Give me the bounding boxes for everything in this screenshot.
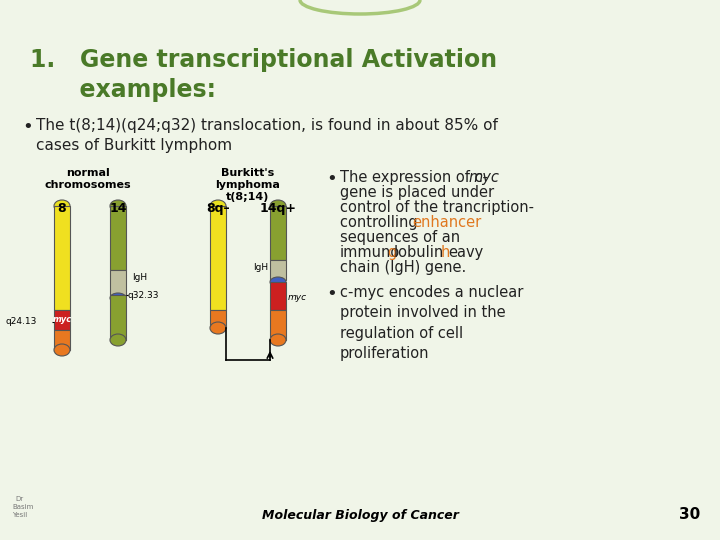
Text: •: • (326, 170, 337, 188)
Ellipse shape (270, 200, 286, 212)
Ellipse shape (110, 334, 126, 346)
Text: eavy: eavy (448, 245, 483, 260)
Bar (270, 260, 286, 280)
Bar (210, 310, 226, 328)
Text: 8: 8 (58, 202, 66, 215)
Text: h: h (441, 245, 451, 260)
Text: Yesil: Yesil (12, 512, 27, 518)
Ellipse shape (210, 322, 226, 334)
Text: 8q–: 8q– (206, 202, 230, 215)
Text: lobulin: lobulin (394, 245, 448, 260)
Text: immuno: immuno (340, 245, 400, 260)
Text: •: • (326, 285, 337, 303)
Text: myc: myc (53, 315, 71, 325)
Bar (270, 310, 286, 340)
Text: 14q+: 14q+ (259, 202, 297, 215)
Bar (54, 310, 70, 330)
Ellipse shape (270, 334, 286, 346)
FancyBboxPatch shape (0, 0, 720, 540)
Bar (54, 330, 70, 350)
Text: control of the trancription-: control of the trancription- (340, 200, 534, 215)
Text: The t(8;14)(q24;q32) translocation, is found in about 85% of
cases of Burkitt ly: The t(8;14)(q24;q32) translocation, is f… (36, 118, 498, 153)
Text: normal
chromosomes: normal chromosomes (45, 168, 131, 190)
Text: Dr: Dr (15, 496, 23, 502)
Bar (210, 206, 226, 310)
Bar (270, 282, 286, 310)
Text: sequences of an: sequences of an (340, 230, 460, 245)
Bar (270, 206, 286, 260)
Text: •: • (22, 118, 32, 136)
Bar (110, 206, 126, 270)
Ellipse shape (54, 344, 70, 356)
Ellipse shape (54, 200, 70, 212)
Text: 30: 30 (679, 507, 700, 522)
Text: gene is placed under: gene is placed under (340, 185, 494, 200)
Ellipse shape (110, 200, 126, 212)
Text: IgH: IgH (253, 264, 268, 273)
Text: q24.13: q24.13 (5, 318, 37, 327)
Text: controlling: controlling (340, 215, 422, 230)
Text: c-myc encodes a nuclear
protein involved in the
regulation of cell
proliferation: c-myc encodes a nuclear protein involved… (340, 285, 523, 361)
Text: q32.33: q32.33 (128, 291, 160, 300)
Text: Burkitt's
lymphoma
t(8;14): Burkitt's lymphoma t(8;14) (215, 168, 280, 202)
Text: Basim: Basim (12, 504, 33, 510)
Bar (110, 270, 126, 295)
Text: myc: myc (468, 170, 499, 185)
Text: IgH: IgH (132, 273, 147, 282)
Text: Molecular Biology of Cancer: Molecular Biology of Cancer (261, 509, 459, 522)
Text: enhancer: enhancer (412, 215, 481, 230)
Ellipse shape (210, 200, 226, 212)
Text: 1.   Gene transcriptional Activation
      examples:: 1. Gene transcriptional Activation examp… (30, 48, 497, 102)
Text: myc: myc (288, 293, 307, 301)
Ellipse shape (110, 293, 126, 303)
Text: g: g (387, 245, 396, 260)
Text: The expression of c-: The expression of c- (340, 170, 488, 185)
Bar (54, 206, 70, 310)
Text: chain (IgH) gene.: chain (IgH) gene. (340, 260, 467, 275)
Ellipse shape (270, 277, 286, 287)
Text: 14: 14 (109, 202, 127, 215)
Bar (110, 295, 126, 340)
